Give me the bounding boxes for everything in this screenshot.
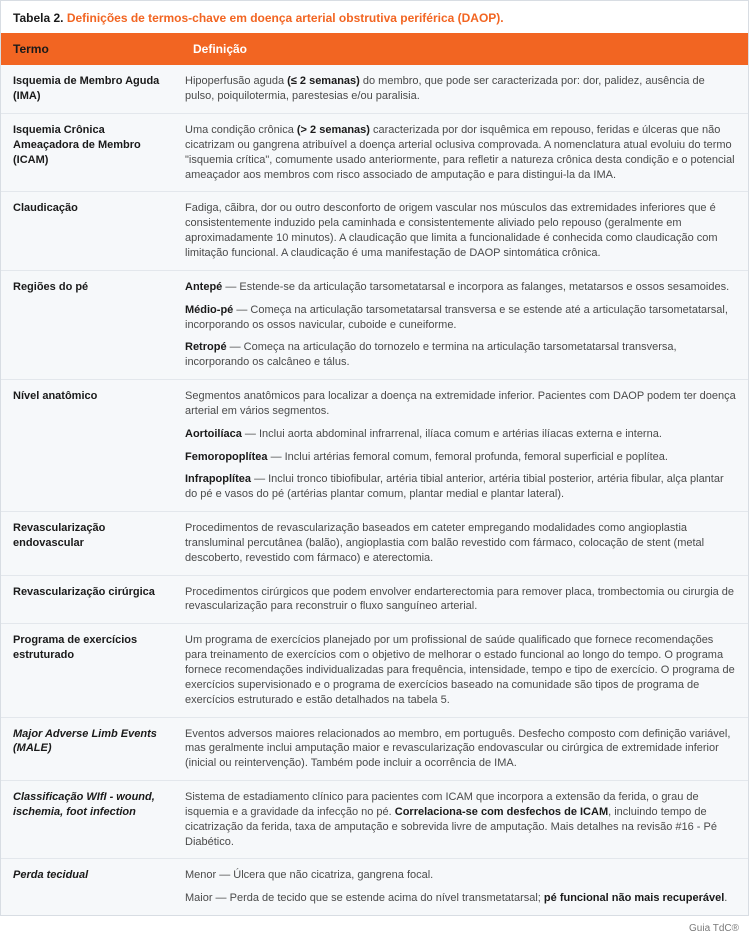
- footer-credit: Guia TdC®: [0, 916, 749, 942]
- definition-cell: Procedimentos cirúrgicos que podem envol…: [181, 576, 748, 624]
- caption-label: Tabela 2.: [13, 11, 63, 25]
- term-cell: Isquemia de Membro Aguda (IMA): [1, 65, 181, 113]
- term-cell: Classificação WIfI - wound, ischemia, fo…: [1, 781, 181, 858]
- definition-paragraph: Retropé — Começa na articulação do torno…: [185, 340, 736, 370]
- definition-cell: Antepé — Estende-se da articulação tarso…: [181, 271, 748, 379]
- table-row: Isquemia de Membro Aguda (IMA)Hipoperfus…: [1, 65, 748, 113]
- definition-cell: Hipoperfusão aguda (≤ 2 semanas) do memb…: [181, 65, 748, 113]
- definition-paragraph: Uma condição crônica (> 2 semanas) carac…: [185, 123, 736, 182]
- table-row: Perda tecidual Menor — Úlcera que não cic…: [1, 858, 748, 915]
- definition-cell: Uma condição crônica (> 2 semanas) carac…: [181, 114, 748, 191]
- definition-cell: Procedimentos de revascularização basead…: [181, 512, 748, 575]
- definition-paragraph: Menor — Úlcera que não cicatriza, gangre…: [185, 868, 736, 883]
- definition-paragraph: Médio-pé — Começa na articulação tarsome…: [185, 303, 736, 333]
- definition-paragraph: Maior — Perda de tecido que se estende a…: [185, 891, 736, 906]
- definition-paragraph: Fadiga, cãibra, dor ou outro desconforto…: [185, 201, 736, 260]
- definition-paragraph: Procedimentos cirúrgicos que podem envol…: [185, 585, 736, 615]
- term-cell: Nível anatômico: [1, 380, 181, 511]
- definition-paragraph: Segmentos anatômicos para localizar a do…: [185, 389, 736, 419]
- table-row: Isquemia Crônica Ameaçadora de Membro (I…: [1, 113, 748, 191]
- definition-paragraph: Aortoilíaca — Inclui aorta abdominal inf…: [185, 427, 736, 442]
- definition-paragraph: Um programa de exercícios planejado por …: [185, 633, 736, 707]
- table-caption: Tabela 2. Definições de termos-chave em …: [1, 1, 748, 33]
- definition-paragraph: Procedimentos de revascularização basead…: [185, 521, 736, 566]
- definition-cell: Um programa de exercícios planejado por …: [181, 624, 748, 716]
- table-body: Isquemia de Membro Aguda (IMA)Hipoperfus…: [1, 65, 748, 915]
- header-term: Termo: [1, 33, 181, 65]
- term-cell: Programa de exercícios estruturado: [1, 624, 181, 716]
- table-row: Revascularização endovascularProcediment…: [1, 511, 748, 575]
- definition-cell: Fadiga, cãibra, dor ou outro desconforto…: [181, 192, 748, 269]
- definition-cell: Menor — Úlcera que não cicatriza, gangre…: [181, 859, 748, 915]
- definition-cell: Segmentos anatômicos para localizar a do…: [181, 380, 748, 511]
- term-cell: Perda tecidual: [1, 859, 181, 915]
- table-row: Nível anatômicoSegmentos anatômicos para…: [1, 379, 748, 511]
- header-def: Definição: [181, 33, 748, 65]
- definition-paragraph: Antepé — Estende-se da articulação tarso…: [185, 280, 736, 295]
- term-cell: Major Adverse Limb Events (MALE): [1, 718, 181, 781]
- table-row: Revascularização cirúrgicaProcedimentos …: [1, 575, 748, 624]
- term-cell: Isquemia Crônica Ameaçadora de Membro (I…: [1, 114, 181, 191]
- term-cell: Claudicação: [1, 192, 181, 269]
- table-row: ClaudicaçãoFadiga, cãibra, dor ou outro …: [1, 191, 748, 269]
- table-row: Major Adverse Limb Events (MALE)Eventos …: [1, 717, 748, 781]
- definition-paragraph: Eventos adversos maiores relacionados ao…: [185, 727, 736, 772]
- term-cell: Revascularização endovascular: [1, 512, 181, 575]
- table-row: Regiões do pé Antepé — Estende-se da arti…: [1, 270, 748, 379]
- term-cell: Regiões do pé: [1, 271, 181, 379]
- table-row: Classificação WIfI - wound, ischemia, fo…: [1, 780, 748, 858]
- definition-cell: Sistema de estadiamento clínico para pac…: [181, 781, 748, 858]
- caption-title: Definições de termos-chave em doença art…: [67, 11, 504, 25]
- definition-paragraph: Femoropoplítea — Inclui artérias femoral…: [185, 450, 736, 465]
- definition-paragraph: Hipoperfusão aguda (≤ 2 semanas) do memb…: [185, 74, 736, 104]
- definition-cell: Eventos adversos maiores relacionados ao…: [181, 718, 748, 781]
- term-cell: Revascularização cirúrgica: [1, 576, 181, 624]
- definition-paragraph: Infrapoplítea — Inclui tronco tibiofibul…: [185, 472, 736, 502]
- table-header: Termo Definição: [1, 33, 748, 65]
- table-row: Programa de exercícios estruturadoUm pro…: [1, 623, 748, 716]
- table-container: Tabela 2. Definições de termos-chave em …: [0, 0, 749, 916]
- definition-paragraph: Sistema de estadiamento clínico para pac…: [185, 790, 736, 849]
